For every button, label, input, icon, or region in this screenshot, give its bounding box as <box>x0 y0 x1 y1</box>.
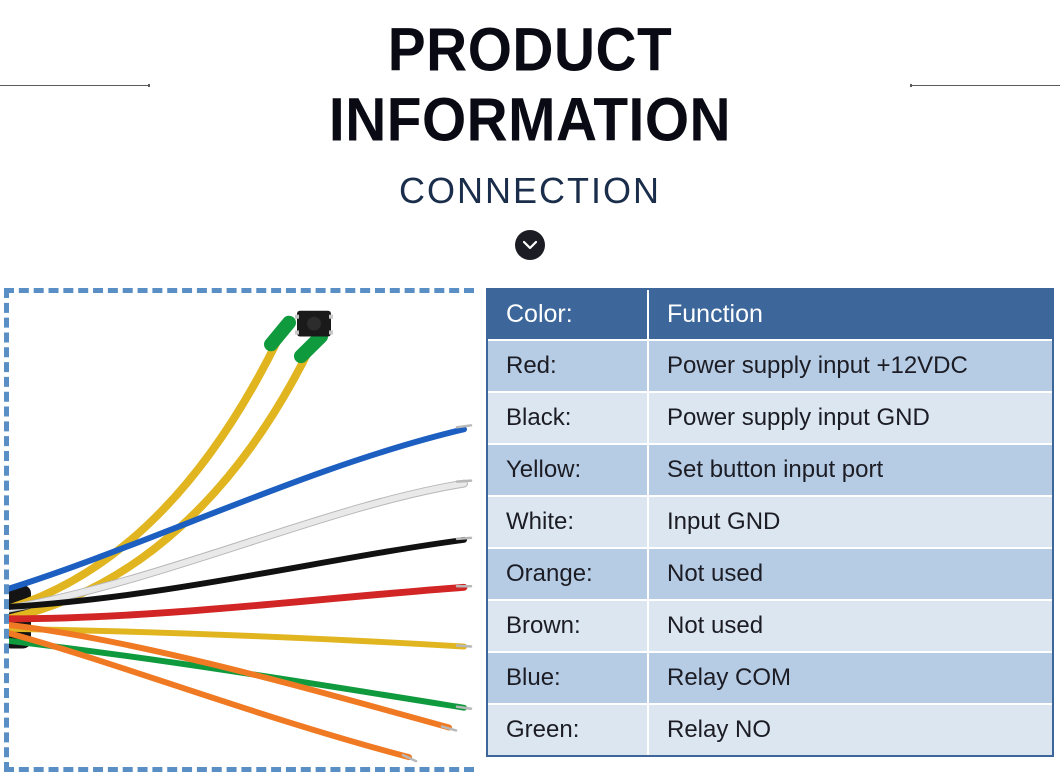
wires-illustration <box>9 293 474 767</box>
table-row: Black:Power supply input GND <box>488 392 1052 444</box>
divider-line-right <box>910 85 1060 86</box>
chevron-down-icon <box>515 230 545 260</box>
header: PRODUCT INFORMATION CONNECTION <box>0 0 1060 260</box>
wire-image-panel <box>4 288 474 772</box>
tactile-button-icon <box>295 311 333 337</box>
table-row: Brown:Not used <box>488 600 1052 652</box>
table-row: Green:Relay NO <box>488 704 1052 755</box>
table-row: White:Input GND <box>488 496 1052 548</box>
heatshrink-a <box>271 323 289 345</box>
table-row: Red:Power supply input +12VDC <box>488 340 1052 392</box>
page-subtitle: CONNECTION <box>0 170 1060 212</box>
wire-blue <box>9 429 464 589</box>
heatshrink-b <box>301 336 321 356</box>
cell-color: Green: <box>488 704 648 755</box>
connection-table-panel: Color: Function Red:Power supply input +… <box>486 288 1054 757</box>
cell-function: Relay NO <box>648 704 1052 755</box>
table-row: Orange:Not used <box>488 548 1052 600</box>
table-row: Yellow:Set button input port <box>488 444 1052 496</box>
table-header-function: Function <box>648 290 1052 340</box>
cell-color: Black: <box>488 392 648 444</box>
table-row: Blue:Relay COM <box>488 652 1052 704</box>
connection-table: Color: Function Red:Power supply input +… <box>488 290 1052 755</box>
cell-function: Set button input port <box>648 444 1052 496</box>
cell-color: White: <box>488 496 648 548</box>
cell-function: Not used <box>648 548 1052 600</box>
cell-function: Power supply input GND <box>648 392 1052 444</box>
content-row: Color: Function Red:Power supply input +… <box>0 288 1060 772</box>
wire-orange-2 <box>9 633 409 757</box>
cell-function: Not used <box>648 600 1052 652</box>
title-row: PRODUCT INFORMATION <box>0 18 1060 152</box>
cell-function: Input GND <box>648 496 1052 548</box>
cell-color: Orange: <box>488 548 648 600</box>
page-title: PRODUCT INFORMATION <box>185 15 875 156</box>
cell-function: Relay COM <box>648 652 1052 704</box>
cell-color: Blue: <box>488 652 648 704</box>
wire-yellow-top-A <box>9 337 279 609</box>
cell-color: Yellow: <box>488 444 648 496</box>
cell-color: Brown: <box>488 600 648 652</box>
table-header-color: Color: <box>488 290 648 340</box>
divider-line-left <box>0 85 150 86</box>
cell-color: Red: <box>488 340 648 392</box>
cell-function: Power supply input +12VDC <box>648 340 1052 392</box>
table-header-row: Color: Function <box>488 290 1052 340</box>
wire-yellow-top-B <box>9 350 309 619</box>
